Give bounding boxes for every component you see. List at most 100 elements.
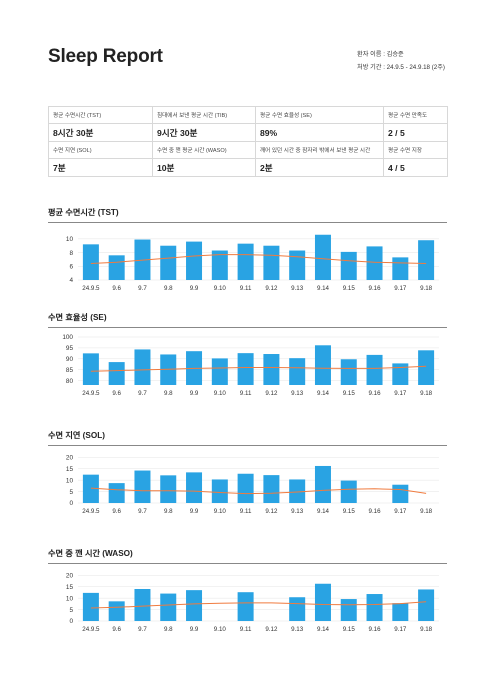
x-tick-label: 9.10 — [214, 390, 227, 397]
x-tick-label: 9.6 — [112, 285, 121, 292]
waso-label: 수면 중 깬 평균 시간 (WASO) — [152, 141, 256, 159]
bar — [134, 349, 151, 385]
satisfaction-value: 2 / 5 — [383, 123, 448, 142]
bar — [82, 592, 99, 621]
x-tick-label: 9.11 — [240, 626, 252, 633]
bar — [289, 479, 306, 503]
se-value: 89% — [255, 123, 384, 142]
satisfaction-label: 평균 수면 만족도 — [383, 106, 448, 124]
bar — [134, 589, 151, 621]
x-tick-label: 9.6 — [112, 626, 121, 633]
x-tick-label: 9.14 — [317, 390, 330, 397]
x-tick-label: 9.9 — [190, 626, 199, 633]
sol-chart-title: 수면 지연 (SOL) — [48, 431, 105, 440]
bar — [211, 358, 228, 385]
bar — [237, 243, 254, 280]
x-tick-label: 9.15 — [343, 508, 356, 515]
bar — [211, 479, 228, 503]
patient-name: 환자 이름 : 김승준 — [357, 51, 404, 58]
x-tick-label: 9.6 — [112, 508, 121, 515]
summary-label-row: 평균 수면시간 (TST) 침대에서 보낸 평균 시간 (TIB) 평균 수면 … — [48, 106, 448, 124]
waso-chart: 0 5 10 15 20 24.9.5 9.6 9.7 9.8 9.9 9.10 9.11 9.12 9.… — [66, 572, 439, 633]
x-tick-label: 24.9.5 — [82, 626, 100, 633]
x-tick-label: 24.9.5 — [82, 508, 100, 515]
x-tick-label: 9.16 — [369, 285, 382, 292]
trend-line — [90, 601, 427, 609]
bar — [263, 354, 280, 385]
x-tick-label: 9.16 — [369, 626, 382, 633]
summary-table: 평균 수면시간 (TST) 침대에서 보낸 평균 시간 (TIB) 평균 수면 … — [48, 106, 448, 177]
y-tick-label: 20 — [66, 454, 74, 461]
y-tick-label: 10 — [66, 236, 74, 243]
bar — [82, 244, 99, 280]
bar — [186, 590, 203, 621]
waso-chart-title: 수면 중 깬 시간 (WASO) — [48, 549, 133, 558]
y-tick-label: 10 — [66, 477, 74, 484]
x-tick-label: 9.18 — [420, 508, 433, 515]
bar — [289, 358, 306, 385]
se-label: 평균 수면 효율성 (SE) — [255, 106, 384, 124]
x-tick-label: 9.12 — [265, 390, 278, 397]
disturbance-value: 4 / 5 — [383, 158, 448, 177]
bar — [418, 350, 435, 385]
bar — [340, 599, 357, 621]
bar — [134, 470, 151, 503]
bar — [108, 601, 125, 621]
x-tick-label: 24.9.5 — [82, 390, 100, 397]
x-tick-label: 9.8 — [164, 285, 173, 292]
x-tick-label: 9.18 — [420, 626, 433, 633]
bar — [418, 240, 435, 280]
x-tick-label: 9.17 — [394, 626, 407, 633]
x-tick-label: 9.13 — [291, 508, 304, 515]
waso-section-rule — [48, 563, 447, 564]
x-tick-label: 9.8 — [164, 508, 173, 515]
x-tick-label: 9.16 — [369, 390, 382, 397]
tst-label: 평균 수면시간 (TST) — [48, 106, 153, 124]
tst-section-rule — [48, 222, 447, 223]
sol-chart: 0 5 10 15 20 24.9.5 9.6 9.7 9.8 9.9 9.10 9.11 9.12 9.… — [66, 454, 439, 515]
sol-label: 수면 지연 (SOL) — [48, 141, 153, 159]
x-tick-label: 9.16 — [369, 508, 382, 515]
x-tick-label: 9.10 — [214, 285, 227, 292]
bar — [263, 245, 280, 280]
sol-value: 7분 — [48, 158, 153, 177]
bar — [314, 234, 331, 280]
bar — [108, 483, 125, 503]
patient-info: 환자 이름 : 김승준 처방 기간 : 24.9.5 - 24.9.18 (2주… — [357, 48, 445, 74]
bar — [82, 353, 99, 385]
bar — [366, 246, 383, 280]
y-tick-label: 90 — [66, 356, 74, 363]
out-of-bed-value: 2분 — [255, 158, 384, 177]
x-tick-label: 9.14 — [317, 626, 330, 633]
x-tick-label: 9.10 — [214, 508, 227, 515]
bar — [82, 474, 99, 503]
x-tick-label: 9.12 — [265, 285, 278, 292]
x-tick-label: 9.9 — [190, 390, 199, 397]
tib-value: 9시간 30분 — [152, 123, 256, 142]
se-section-rule — [48, 327, 447, 328]
bar — [108, 362, 125, 385]
x-tick-label: 9.12 — [265, 626, 278, 633]
bar — [160, 245, 177, 280]
y-tick-label: 8 — [69, 250, 73, 257]
bar — [314, 465, 331, 503]
out-of-bed-label: 깨어 있던 시간 중 잠자리 밖에서 보낸 평균 시간 — [255, 141, 384, 159]
bar — [340, 251, 357, 280]
summary-label-row: 수면 지연 (SOL) 수면 중 깬 평균 시간 (WASO) 깨어 있던 시간… — [48, 141, 448, 159]
prescription-period: 처방 기간 : 24.9.5 - 24.9.18 (2주) — [357, 64, 445, 71]
x-tick-label: 9.17 — [394, 508, 407, 515]
bar — [392, 484, 409, 503]
x-tick-label: 9.11 — [240, 508, 252, 515]
x-tick-label: 9.11 — [240, 285, 252, 292]
x-tick-label: 24.9.5 — [82, 285, 100, 292]
bar — [263, 475, 280, 503]
y-tick-label: 0 — [69, 618, 73, 625]
y-tick-label: 5 — [69, 607, 73, 614]
y-tick-label: 0 — [69, 500, 73, 507]
bar — [186, 472, 203, 503]
trend-line — [90, 487, 427, 495]
x-tick-label: 9.6 — [112, 390, 121, 397]
x-tick-label: 9.8 — [164, 390, 173, 397]
x-tick-label: 9.14 — [317, 285, 330, 292]
bar — [314, 583, 331, 621]
